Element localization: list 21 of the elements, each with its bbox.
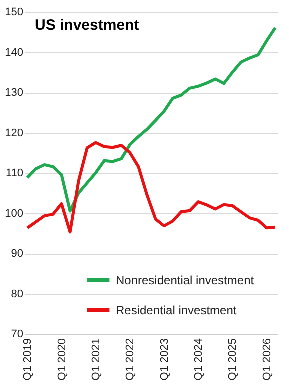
x-tick-label: Q1 2024 xyxy=(193,338,206,381)
y-tick-label: 120 xyxy=(5,127,24,140)
x-tick-label: Q1 2021 xyxy=(90,338,102,381)
y-tick-label: 90 xyxy=(11,248,24,260)
y-tick-label: 100 xyxy=(5,208,24,220)
y-tick-label: 110 xyxy=(6,168,24,180)
x-tick-label: Q1 2022 xyxy=(124,338,137,381)
x-tick-label: Q1 2023 xyxy=(158,338,171,381)
y-tick-label: 150 xyxy=(5,6,24,18)
legend-label: Nonresidential investment xyxy=(116,274,255,288)
x-tick-label: Q1 2025 xyxy=(227,338,240,381)
legend-label: Residential investment xyxy=(116,304,238,318)
y-tick-label: 140 xyxy=(5,46,24,59)
line-series xyxy=(26,141,277,234)
x-tick-label: Q1 2020 xyxy=(56,338,68,381)
x-tick-label: Q1 2026 xyxy=(261,338,274,381)
y-tick-label: 70 xyxy=(11,328,24,340)
x-tick-label: Q1 2019 xyxy=(22,338,34,381)
y-tick-label: 80 xyxy=(11,288,24,300)
chart-title: US investment xyxy=(35,17,140,34)
y-tick-label: 130 xyxy=(5,87,24,99)
